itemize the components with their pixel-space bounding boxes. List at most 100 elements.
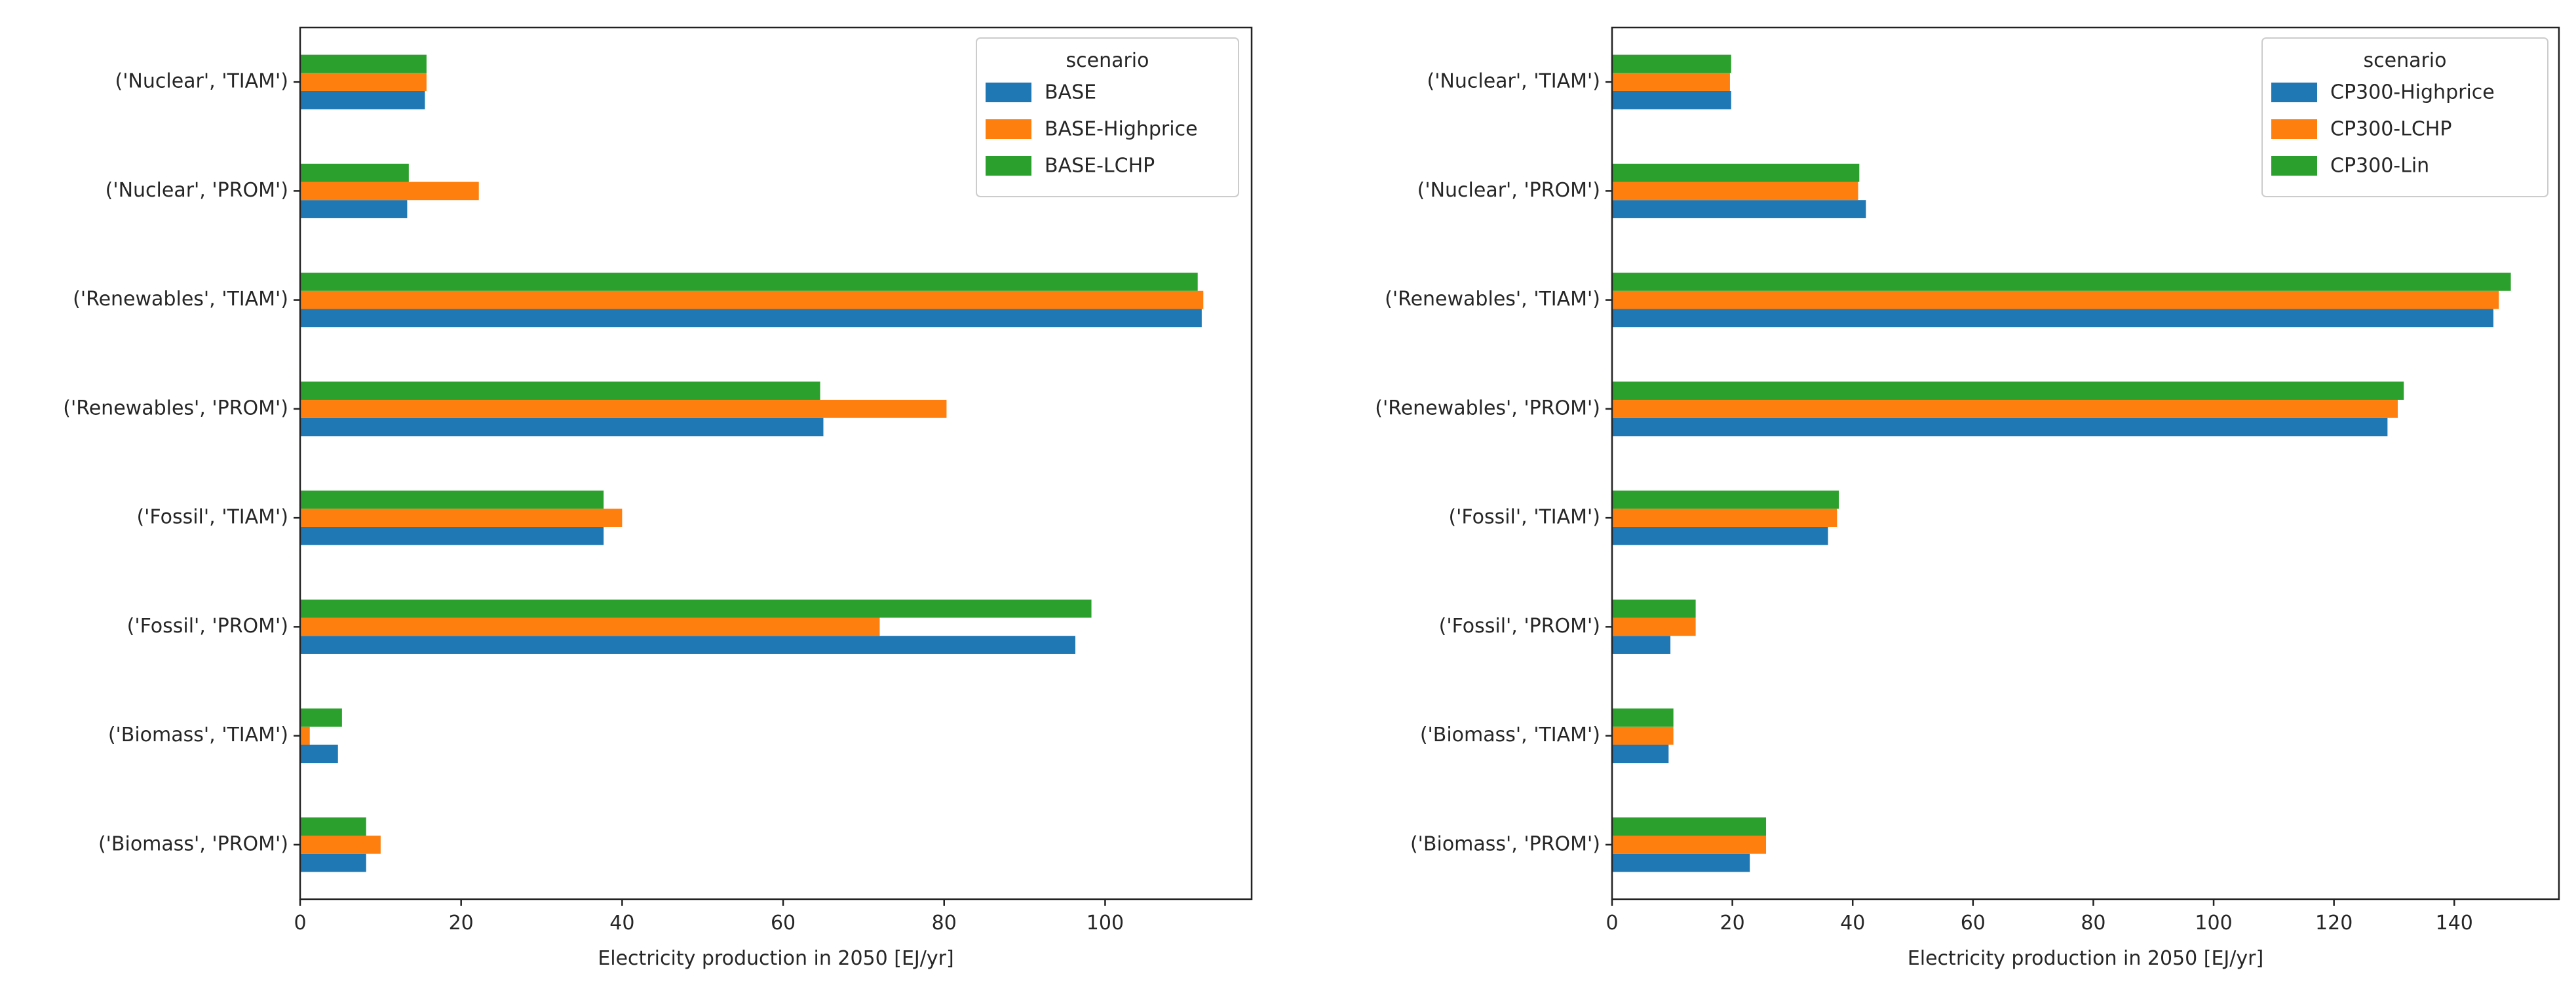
legend-title: scenario <box>2363 49 2446 72</box>
legend-swatch <box>2271 119 2317 139</box>
x-axis-label: Electricity production in 2050 [EJ/yr] <box>598 947 953 970</box>
x-tick-label: 20 <box>449 912 474 935</box>
bar-cp300-highprice-5 <box>1612 526 1828 545</box>
bar-base-highprice-7 <box>300 726 310 745</box>
bar-cp300-highprice-2 <box>1612 200 1866 218</box>
bar-cp300-highprice-3 <box>1612 309 2493 328</box>
bar-cp300-highprice-4 <box>1612 417 2388 436</box>
y-tick-label: ('Renewables', 'TIAM') <box>73 288 288 311</box>
legend-swatch <box>2271 156 2317 176</box>
y-tick-label: ('Biomass', 'PROM') <box>1410 832 1600 855</box>
legend-label: BASE <box>1045 81 1096 104</box>
bar-base-lchp-2 <box>300 163 409 182</box>
bar-cp300-lchp-1 <box>1612 73 1730 91</box>
y-tick-label: ('Renewables', 'PROM') <box>63 397 288 419</box>
legend-swatch <box>2271 83 2317 102</box>
bar-base-lchp-7 <box>300 708 342 727</box>
bar-base-highprice-2 <box>300 182 479 201</box>
bar-cp300-lchp-3 <box>1612 290 2499 309</box>
legend-label: BASE-LCHP <box>1045 155 1155 178</box>
bar-base-highprice-5 <box>300 509 623 527</box>
y-tick-label: ('Biomass', 'PROM') <box>98 832 288 855</box>
legend-label: CP300-Lin <box>2330 155 2429 178</box>
bar-base-highprice-8 <box>300 836 381 854</box>
bar-cp300-lin-8 <box>1612 817 1767 836</box>
bar-cp300-lchp-4 <box>1612 400 2398 418</box>
bar-cp300-lin-3 <box>1612 273 2511 291</box>
y-tick-label: ('Nuclear', 'TIAM') <box>1427 70 1600 93</box>
y-tick-label: ('Nuclear', 'PROM') <box>1417 179 1600 202</box>
y-tick-label: ('Fossil', 'TIAM') <box>136 506 288 529</box>
x-tick-label: 100 <box>2195 912 2232 935</box>
y-tick-label: ('Fossil', 'PROM') <box>1439 615 1600 638</box>
y-tick-label: ('Renewables', 'TIAM') <box>1385 288 1600 311</box>
legend-title: scenario <box>1066 49 1149 72</box>
chart-panel-1: ('Nuclear', 'TIAM') ('Nuclear', 'PROM') ('… <box>63 26 1253 970</box>
bar-base-6 <box>300 636 1075 654</box>
x-tick-label: 40 <box>1840 912 1865 935</box>
y-tick-label: ('Biomass', 'TIAM') <box>1420 724 1600 746</box>
x-tick-label: 80 <box>932 912 957 935</box>
bar-base-highprice-4 <box>300 400 947 418</box>
bar-base-lchp-1 <box>300 54 427 73</box>
bar-cp300-lchp-8 <box>1612 836 1767 854</box>
bar-cp300-highprice-7 <box>1612 745 1669 764</box>
x-tick-label: 120 <box>2315 912 2353 935</box>
bar-base-lchp-8 <box>300 817 366 836</box>
bar-base-lchp-5 <box>300 490 604 509</box>
bar-base-7 <box>300 745 338 764</box>
x-tick-label: 60 <box>771 912 796 935</box>
bar-cp300-lchp-6 <box>1612 617 1696 636</box>
bar-cp300-lin-7 <box>1612 708 1674 727</box>
legend-swatch <box>986 156 1031 176</box>
x-tick-label: 20 <box>1720 912 1745 935</box>
bar-base-highprice-1 <box>300 73 427 91</box>
bar-cp300-lchp-7 <box>1612 726 1674 745</box>
bar-base-lchp-3 <box>300 273 1198 291</box>
bar-base-3 <box>300 309 1202 328</box>
bar-base-4 <box>300 417 824 436</box>
bar-base-8 <box>300 853 366 872</box>
y-tick-label: ('Nuclear', 'TIAM') <box>115 70 288 93</box>
y-tick-label: ('Fossil', 'PROM') <box>127 615 288 638</box>
y-tick-label: ('Renewables', 'PROM') <box>1375 397 1600 419</box>
legend-label: CP300-Highprice <box>2330 81 2495 104</box>
bar-cp300-lchp-2 <box>1612 182 1858 201</box>
bar-cp300-highprice-6 <box>1612 636 1671 654</box>
y-tick-label: ('Biomass', 'TIAM') <box>108 724 288 746</box>
chart-panel-2: ('Nuclear', 'TIAM') ('Nuclear', 'PROM') ('… <box>1375 26 2560 970</box>
legend-swatch <box>986 119 1031 139</box>
x-tick-label: 60 <box>1961 912 1986 935</box>
x-tick-label: 100 <box>1086 912 1124 935</box>
x-tick-label: 0 <box>294 912 306 935</box>
bar-cp300-lin-6 <box>1612 599 1696 618</box>
x-tick-label: 0 <box>1605 912 1618 935</box>
legend: scenario CP300-Highprice CP300-LCHP CP300-L… <box>2261 37 2548 197</box>
legend-label: CP300-LCHP <box>2330 118 2451 141</box>
bar-base-lchp-4 <box>300 381 820 400</box>
x-axis-label: Electricity production in 2050 [EJ/yr] <box>1908 947 2263 970</box>
bar-cp300-lin-5 <box>1612 490 1839 509</box>
bar-base-5 <box>300 526 604 545</box>
legend-swatch <box>986 83 1031 102</box>
y-tick-label: ('Nuclear', 'PROM') <box>106 179 288 202</box>
y-tick-label: ('Fossil', 'TIAM') <box>1448 506 1600 529</box>
legend-box <box>2261 37 2548 197</box>
axes-frame <box>1611 26 2560 900</box>
bar-base-highprice-3 <box>300 290 1204 309</box>
bar-base-2 <box>300 200 408 218</box>
bar-base-1 <box>300 90 425 109</box>
axes-frame <box>299 26 1253 900</box>
bar-cp300-lin-1 <box>1612 54 1731 73</box>
legend-box <box>976 37 1239 197</box>
bar-cp300-highprice-1 <box>1612 90 1731 109</box>
x-tick-label: 140 <box>2436 912 2473 935</box>
x-tick-label: 40 <box>609 912 634 935</box>
legend: scenario BASE BASE-Highprice BASE-LCHP <box>976 37 1239 197</box>
x-tick-label: 80 <box>2081 912 2105 935</box>
legend-label: BASE-Highprice <box>1045 118 1198 141</box>
bar-cp300-lin-4 <box>1612 381 2404 400</box>
bar-cp300-lin-2 <box>1612 163 1860 182</box>
